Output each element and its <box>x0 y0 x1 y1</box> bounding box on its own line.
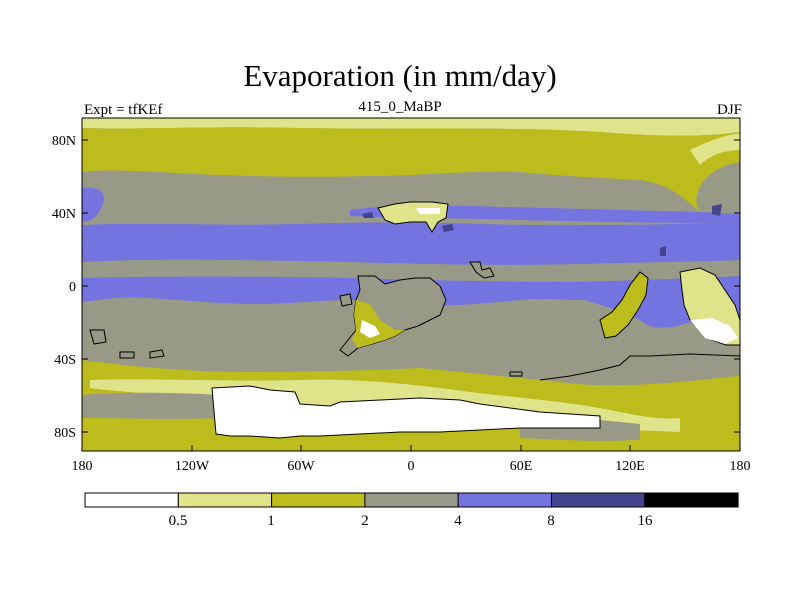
colorbar-label: 4 <box>454 513 462 529</box>
colorbar-swatch <box>457 492 553 508</box>
map-title: Evaporation (in mm/day) <box>243 58 557 93</box>
island-2 <box>339 293 353 307</box>
island-4 <box>119 349 523 377</box>
colorbar-swatch <box>364 492 459 508</box>
lat-tick-label: 80S <box>54 426 76 441</box>
continent-asia-australia <box>599 271 649 339</box>
lon-tick-label: 120W <box>175 459 210 474</box>
south-coast-line <box>539 353 741 381</box>
continent-north-white <box>416 208 440 214</box>
lon-tick-label: 180 <box>72 459 93 474</box>
colorbar-label: 1 <box>267 513 275 529</box>
contour-grey-gap <box>82 259 740 282</box>
colorbar-swatch <box>271 492 366 508</box>
colorbar-swatch <box>644 492 739 508</box>
contour-antarctic-white <box>211 385 601 439</box>
lon-tick-label: 60W <box>287 459 315 474</box>
island-1 <box>469 261 495 279</box>
colorbar-swatch <box>177 492 273 508</box>
contour-north-blue <box>82 187 740 223</box>
dark-spot-3 <box>660 246 666 256</box>
colorbar-label: 16 <box>638 513 654 529</box>
lat-tick-label: 0 <box>69 280 76 295</box>
colorbar-label: 0.5 <box>169 513 188 529</box>
continent-east-white <box>690 318 738 344</box>
contour-north-light <box>82 118 740 136</box>
dark-spot-4 <box>712 204 722 216</box>
continent-south-america-white <box>360 320 380 338</box>
lon-axis <box>81 445 741 451</box>
colorbar-swatch <box>84 492 179 508</box>
lat-tick-label: 80N <box>52 134 76 149</box>
continent-south-america-yellow <box>352 300 405 348</box>
contour-north-yellow <box>82 127 740 212</box>
time-label: 415_0_MaBP <box>358 99 442 115</box>
colorbar-label: 8 <box>547 513 555 529</box>
lat-tick-label: 40N <box>52 207 76 222</box>
lon-tick-label: 60E <box>510 459 533 474</box>
dark-spot-1 <box>442 224 454 232</box>
lon-tick-label: 0 <box>408 459 415 474</box>
experiment-label: Expt = tfKEf <box>84 102 163 118</box>
lat-axis <box>82 139 740 433</box>
colorbar-label: 2 <box>361 513 369 529</box>
dark-spot-2 <box>362 212 374 218</box>
season-label: DJF <box>716 102 742 118</box>
lon-tick-label: 180 <box>730 459 751 474</box>
lon-tick-label: 120E <box>615 459 645 474</box>
colorbar <box>84 492 739 508</box>
contour-north-yellow-2 <box>690 133 740 165</box>
island-3 <box>89 329 107 345</box>
colorbar-swatch <box>551 492 646 508</box>
lat-tick-label: 40S <box>54 353 76 368</box>
